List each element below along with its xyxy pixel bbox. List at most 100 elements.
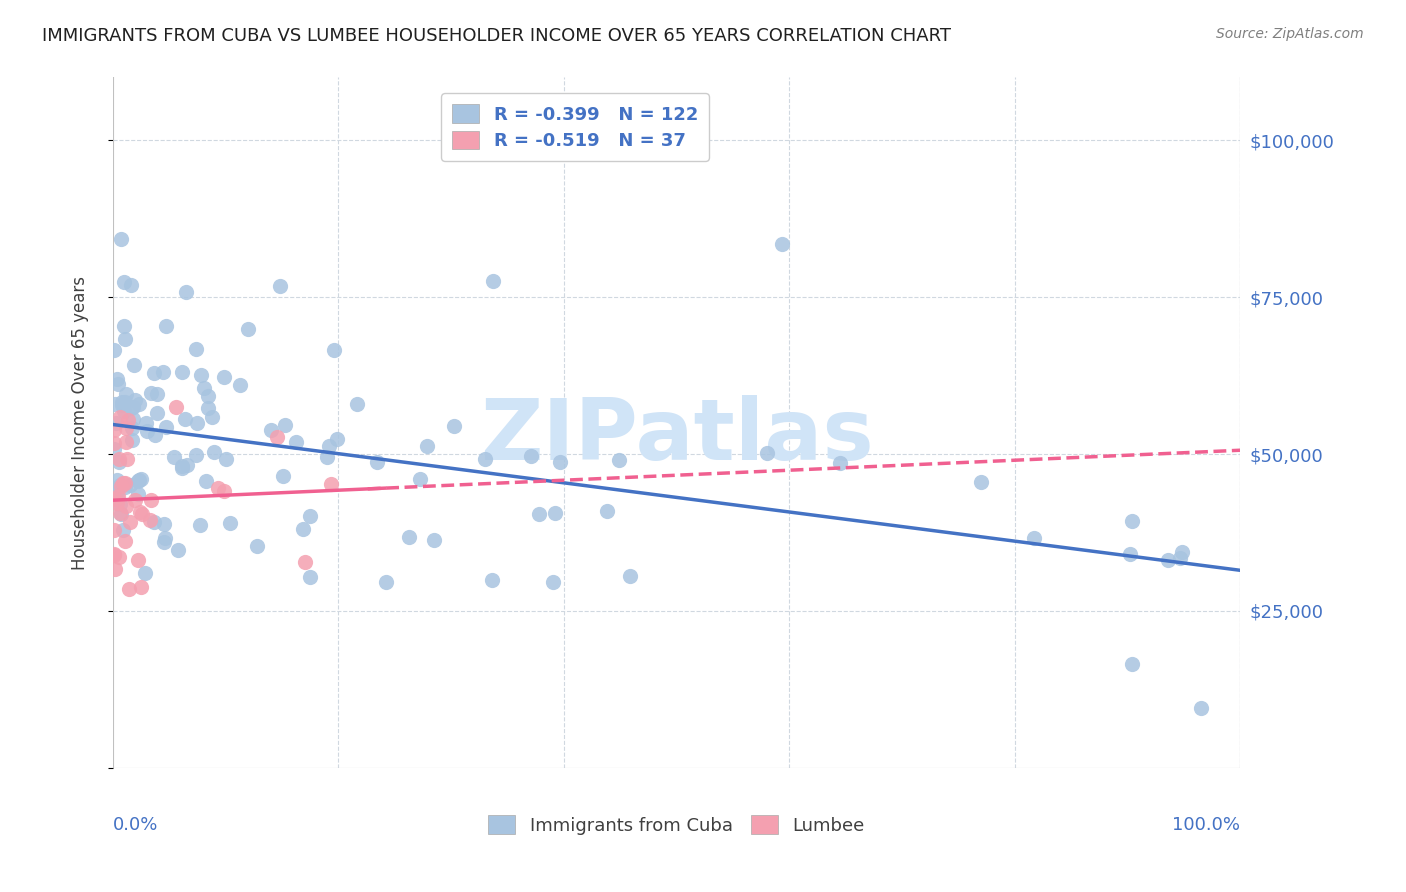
- Point: [969, 475, 991, 489]
- Point: [520, 449, 543, 463]
- Point: [103, 435, 125, 450]
- Point: [103, 343, 125, 358]
- Point: [172, 461, 194, 475]
- Point: [152, 365, 174, 379]
- Point: [316, 450, 339, 465]
- Point: [1118, 547, 1140, 561]
- Point: [201, 410, 224, 425]
- Point: [127, 553, 149, 567]
- Point: [828, 456, 851, 470]
- Point: [596, 504, 619, 518]
- Point: [1168, 550, 1191, 565]
- Point: [299, 509, 322, 524]
- Point: [134, 566, 156, 580]
- Point: [127, 487, 149, 501]
- Point: [153, 531, 176, 545]
- Point: [155, 420, 177, 434]
- Point: [165, 400, 187, 414]
- Point: [128, 397, 150, 411]
- Point: [104, 485, 127, 500]
- Point: [323, 343, 346, 358]
- Point: [103, 562, 125, 576]
- Point: [139, 513, 162, 527]
- Point: [153, 517, 176, 532]
- Point: [269, 278, 291, 293]
- Point: [215, 452, 238, 467]
- Point: [1121, 657, 1143, 671]
- Point: [120, 278, 142, 293]
- Point: [195, 474, 218, 488]
- Point: [124, 492, 146, 507]
- Point: [114, 395, 136, 409]
- Point: [409, 472, 432, 486]
- Y-axis label: Householder Income Over 65 years: Householder Income Over 65 years: [72, 276, 89, 570]
- Point: [770, 237, 793, 252]
- Point: [114, 480, 136, 494]
- Point: [346, 397, 368, 411]
- Point: [105, 416, 128, 430]
- Point: [481, 573, 503, 587]
- Point: [114, 534, 136, 549]
- Point: [112, 276, 135, 290]
- Point: [114, 475, 136, 490]
- Point: [423, 533, 446, 548]
- Point: [143, 428, 166, 442]
- Point: [127, 474, 149, 488]
- Point: [108, 497, 131, 511]
- Point: [153, 534, 176, 549]
- Point: [544, 507, 567, 521]
- Point: [135, 416, 157, 430]
- Point: [136, 424, 159, 438]
- Point: [108, 478, 131, 492]
- Point: [104, 492, 127, 507]
- Point: [481, 274, 503, 288]
- Point: [112, 319, 135, 334]
- Point: [207, 482, 229, 496]
- Text: 0.0%: 0.0%: [112, 816, 159, 834]
- Point: [166, 543, 188, 558]
- Point: [115, 500, 138, 514]
- Point: [416, 439, 439, 453]
- Point: [541, 575, 564, 590]
- Point: [1189, 701, 1212, 715]
- Point: [274, 417, 297, 432]
- Point: [193, 382, 215, 396]
- Point: [170, 365, 193, 379]
- Point: [188, 518, 211, 533]
- Point: [120, 401, 142, 416]
- Point: [607, 453, 630, 467]
- Point: [326, 432, 349, 446]
- Point: [110, 231, 132, 245]
- Point: [214, 484, 236, 499]
- Point: [107, 489, 129, 503]
- Point: [172, 458, 194, 473]
- Point: [103, 524, 125, 538]
- Point: [271, 468, 294, 483]
- Point: [1022, 531, 1045, 545]
- Point: [184, 448, 207, 462]
- Point: [529, 507, 551, 521]
- Point: [104, 397, 127, 411]
- Point: [103, 442, 125, 456]
- Point: [366, 455, 388, 469]
- Point: [146, 387, 169, 401]
- Point: [124, 393, 146, 408]
- Point: [129, 471, 152, 485]
- Point: [117, 413, 139, 427]
- Point: [112, 523, 135, 537]
- Point: [111, 398, 134, 412]
- Point: [104, 484, 127, 499]
- Point: [117, 452, 139, 467]
- Point: [146, 406, 169, 420]
- Point: [110, 507, 132, 521]
- Point: [115, 421, 138, 435]
- Point: [114, 332, 136, 346]
- Point: [108, 452, 131, 467]
- Text: Source: ZipAtlas.com: Source: ZipAtlas.com: [1216, 27, 1364, 41]
- Point: [103, 549, 125, 563]
- Point: [1121, 514, 1143, 528]
- Point: [103, 424, 125, 438]
- Point: [229, 378, 252, 392]
- Point: [111, 395, 134, 409]
- Point: [219, 516, 242, 530]
